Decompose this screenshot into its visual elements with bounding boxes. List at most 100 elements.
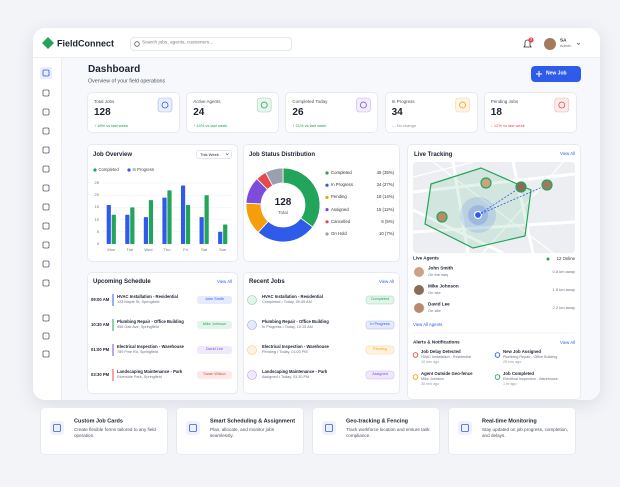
alert-title: Job Completed <box>503 370 535 376</box>
legend-value: 34 (27%) <box>376 182 394 188</box>
feature-title: Smart Scheduling & Assignment <box>210 418 296 425</box>
stat-value: 128 <box>94 107 111 118</box>
stat-label: Total Jobs <box>94 98 115 104</box>
schedule-time: 01:00 PM <box>91 346 110 352</box>
legend-label: Cancelled <box>331 218 351 224</box>
legend-value: 6 (5%) <box>381 218 394 224</box>
alert-detail: Electrical Inspection - Warehouse <box>503 376 558 381</box>
schedule-panel <box>87 272 238 394</box>
x-tick-label: Tue <box>126 247 134 252</box>
panel-title: Job Status Distribution <box>249 152 315 158</box>
alert-title: New Job Assigned <box>503 348 542 354</box>
agent-name: David Lee <box>428 301 450 307</box>
view-all-link[interactable]: View All <box>560 150 575 156</box>
legend-label: In Progress <box>132 166 154 172</box>
panel-title: Live Tracking <box>414 152 453 158</box>
search-box[interactable] <box>130 37 292 51</box>
x-tick-label: Sun <box>219 247 227 252</box>
y-tick-label: 25 <box>94 180 99 185</box>
schedule-title: Electrical Inspection - Warehouse <box>117 343 184 349</box>
schedule-address: 456 Oak Ave, Springfield <box>117 325 159 330</box>
legend-label: Completed <box>98 166 119 172</box>
user-role: Admin <box>560 44 571 49</box>
stat-change: ↑ 18% vs last week <box>94 123 129 128</box>
legend-label: In Progress <box>331 182 353 188</box>
legend-label: On Hold <box>331 230 347 236</box>
feature-description: Create flexible forms tailored to any fi… <box>74 427 156 439</box>
sidebar <box>33 57 62 400</box>
section-title: Alerts & Notifications <box>413 339 460 345</box>
recent-jobs-panel <box>243 272 400 394</box>
feature-description: Plan, allocate, and monitor jobs seamles… <box>210 427 275 439</box>
period-label[interactable]: This Week <box>200 151 219 157</box>
y-tick-label: 10 <box>94 216 99 222</box>
status-panel <box>243 144 400 262</box>
view-all-agents-link[interactable]: View All Agents <box>413 321 443 327</box>
job-overview-panel <box>87 144 238 262</box>
period-dropdown[interactable] <box>196 150 232 159</box>
status-pill-label: Completed <box>370 297 390 302</box>
schedule-title: Plumbing Repair - Office Building <box>117 318 184 324</box>
job-title: Landscaping Maintenance - Park <box>262 368 328 374</box>
stat-card <box>483 92 577 133</box>
alert-detail: Mike Johnson <box>421 376 444 381</box>
legend-value: 10 (7%) <box>378 230 394 236</box>
job-title: HVAC Installation - Residential <box>262 293 323 299</box>
feature-description: Track workforce location and ensure task… <box>346 427 430 439</box>
stat-value: 24 <box>193 107 205 118</box>
job-meta: Assigned • Today, 03:30 PM <box>262 375 310 380</box>
search-placeholder[interactable]: Search jobs, agents, customers... <box>142 40 214 46</box>
x-tick-label: Wed <box>144 247 153 252</box>
online-count: 12 Online <box>556 255 575 261</box>
job-meta: Pending • Today, 01:00 PM <box>262 350 308 355</box>
alert-time: 25 min ago <box>503 359 522 364</box>
schedule-title: HVAC Installation - Residential <box>117 293 178 299</box>
job-meta: In Progress • Today, 10:15 AM <box>262 325 313 330</box>
new-job-label[interactable]: New Job <box>546 70 567 77</box>
feature-title: Real-time Monitoring <box>482 418 537 425</box>
agent-pill-label: Mike Johnson <box>202 322 227 327</box>
job-title: Electrical Inspection - Warehouse <box>262 343 329 349</box>
y-tick-label: 15 <box>94 204 99 210</box>
donut-total-label: Total <box>278 209 288 215</box>
agent-pill-label: Sarah Wilson <box>203 372 226 377</box>
y-tick-label: 0 <box>96 241 99 246</box>
status-pill-label: Pending <box>373 347 387 352</box>
alert-title: Agent Outside Geo-fence <box>421 370 473 376</box>
alert-time: 1 hr ago <box>503 381 517 386</box>
stat-card <box>186 92 280 133</box>
stat-value: 18 <box>490 107 502 118</box>
new-job-button[interactable] <box>531 66 581 82</box>
feature-card <box>176 407 304 455</box>
stat-value: 26 <box>292 107 304 118</box>
x-tick-label: Fri <box>183 247 188 252</box>
feature-description: Stay updated on job progress, completion… <box>482 427 569 439</box>
alert-detail: HVAC Installation - Residential <box>421 354 472 359</box>
agent-pill-label: David Lee <box>205 347 224 352</box>
agent-distance: 0.8 km away <box>552 269 575 274</box>
stat-change: ↑ 14% vs last week <box>193 123 228 128</box>
stat-card <box>87 92 180 133</box>
legend-label: Assigned <box>331 206 349 212</box>
legend-label: Completed <box>331 169 352 175</box>
legend-value: 18 (14%) <box>376 194 394 200</box>
feature-title: Geo-tracking & Fencing <box>346 418 409 425</box>
view-all-link[interactable]: View All <box>217 278 232 284</box>
feature-title: Custom Job Cards <box>74 418 123 425</box>
alert-time: 28 min ago <box>421 381 440 386</box>
stat-value: 34 <box>391 107 403 118</box>
view-all-link[interactable]: View All <box>379 278 394 284</box>
agent-pill-label: John Smith <box>205 297 224 302</box>
view-all-link[interactable]: View All <box>560 339 575 345</box>
agent-status: On site <box>428 290 441 295</box>
stat-change: — No change <box>391 123 417 128</box>
x-tick-label: Thu <box>163 247 171 252</box>
legend-value: 15 (12%) <box>376 206 394 212</box>
y-tick-label: 5 <box>96 228 99 234</box>
panel-title: Upcoming Schedule <box>93 279 151 285</box>
schedule-time: 03:30 PM <box>91 371 110 377</box>
legend-label: Pending <box>331 194 347 200</box>
schedule-address: 123 Maple St, Springfield <box>117 300 160 305</box>
donut-total: 128 <box>274 197 292 208</box>
